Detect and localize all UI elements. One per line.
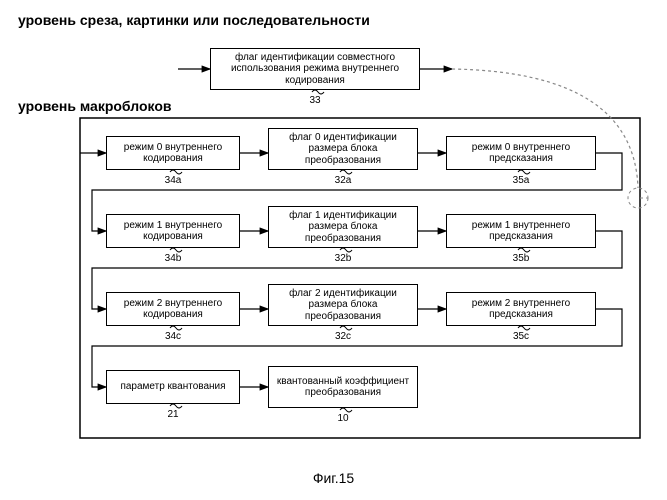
box-intra-coding-mode-1: режим 1 внутреннего кодирования (106, 214, 240, 248)
ref-34c: 34с (161, 331, 185, 342)
ref-34a: 34а (161, 175, 185, 186)
ref-10: 10 (331, 413, 355, 424)
ref-35c: 35с (509, 331, 533, 342)
ref-35a: 35а (509, 175, 533, 186)
ref-32c: 32с (331, 331, 355, 342)
ref-32a: 32а (331, 175, 355, 186)
ref-33: 33 (303, 95, 327, 106)
ref-21: 21 (161, 409, 185, 420)
diagram-canvas: уровень макроблоков флаг идентификации с… (18, 28, 649, 468)
heading-macroblocks: уровень макроблоков (18, 98, 171, 114)
box-intra-coding-mode-0: режим 0 внутреннего кодирования (106, 136, 240, 170)
box-intra-pred-mode-2: режим 2 внутреннего предсказания (446, 292, 596, 326)
box-quant-coeff: квантованный коэффициент преобразования (268, 366, 418, 408)
box-intra-coding-mode-2: режим 2 внутреннего кодирования (106, 292, 240, 326)
figure-label: Фиг.15 (18, 470, 649, 486)
box-transform-size-flag-1: флаг 1 идентификации размера блока преоб… (268, 206, 418, 248)
box-transform-size-flag-0: флаг 0 идентификации размера блока преоб… (268, 128, 418, 170)
box-intra-pred-mode-0: режим 0 внутреннего предсказания (446, 136, 596, 170)
box-quant-param: параметр квантования (106, 370, 240, 404)
ref-34b: 34b (161, 253, 185, 264)
box-flag-shared-intra-mode: флаг идентификации совместного использов… (210, 48, 420, 90)
heading-top: уровень среза, картинки или последовател… (18, 12, 649, 28)
box-intra-pred-mode-1: режим 1 внутреннего предсказания (446, 214, 596, 248)
ref-32b: 32b (331, 253, 355, 264)
box-transform-size-flag-2: флаг 2 идентификации размера блока преоб… (268, 284, 418, 326)
ref-35b: 35b (509, 253, 533, 264)
